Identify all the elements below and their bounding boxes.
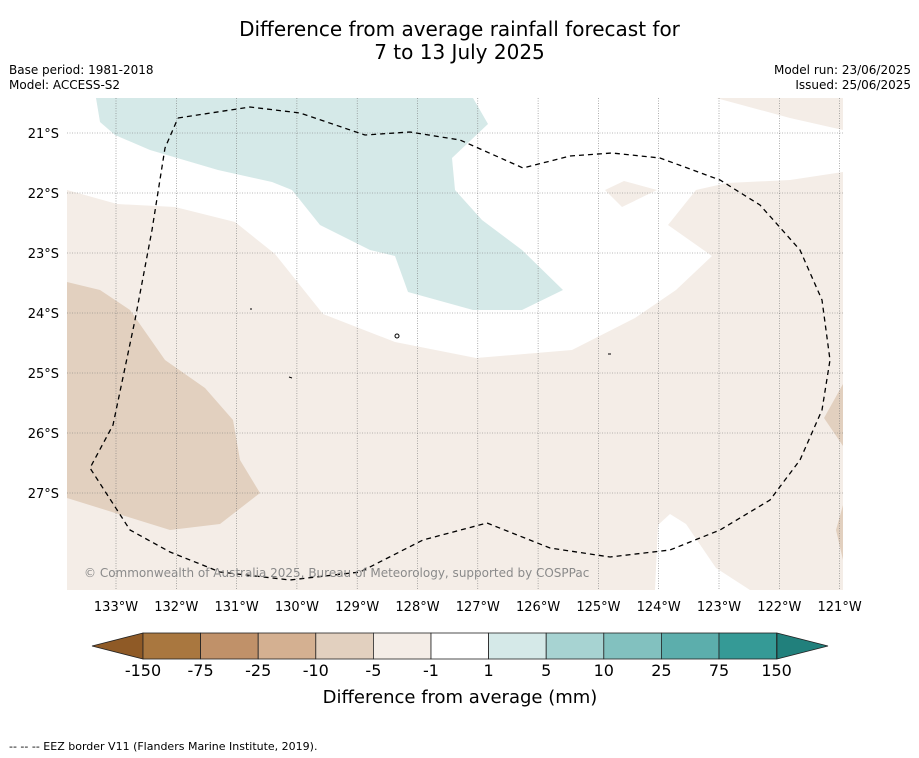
latitude-lines <box>67 132 843 494</box>
eez-border <box>89 106 831 581</box>
legend-tick-label: 75 <box>709 661 729 680</box>
map-islands <box>250 308 611 379</box>
legend-tick-label: 25 <box>651 661 671 680</box>
legend-tick-labels: -150 -75 -25 -10 -5 -1 1 5 10 25 75 150 <box>125 661 792 680</box>
longitude-label: 127°W <box>456 600 500 615</box>
legend-tick-label: -5 <box>365 661 381 680</box>
legend-tick-label: 1 <box>484 661 494 680</box>
legend-extend-low <box>91 632 144 660</box>
latitude-label: 22°S <box>28 187 59 202</box>
meta-right: Model run: 23/06/2025 Issued: 25/06/2025 <box>774 63 911 93</box>
longitude-labels: 133°W 132°W 131°W 130°W 129°W 128°W 127°W 126°W… <box>94 600 862 615</box>
eez-note: -- -- -- EEZ border V11 (Flanders Marine… <box>9 740 318 753</box>
legend: -150 -75 -25 -10 -5 -1 1 5 10 25 75 150 Difference … <box>91 632 829 708</box>
near-average-area-south <box>655 514 750 590</box>
legend-extend-high <box>776 632 829 660</box>
anomaly-area-tan-southeast <box>836 505 843 560</box>
longitude-lines <box>115 98 840 590</box>
latitude-label: 21°S <box>28 127 59 142</box>
longitude-label: 121°W <box>818 600 862 615</box>
legend-tick-label: -25 <box>245 661 271 680</box>
legend-color-box <box>142 632 201 660</box>
longitude-label: 132°W <box>154 600 198 615</box>
title-line-2: 7 to 13 July 2025 <box>374 40 545 64</box>
legend-color-box <box>718 632 777 660</box>
legend-tick-label: -75 <box>188 661 214 680</box>
legend-tick-label: -10 <box>303 661 329 680</box>
longitude-label: 130°W <box>275 600 319 615</box>
anomaly-area-light-teal <box>96 98 563 310</box>
legend-color-box <box>200 632 259 660</box>
anomaly-area-light-tan-small <box>605 181 657 207</box>
legend-tick-label: -150 <box>125 661 161 680</box>
latitude-label: 26°S <box>28 427 59 442</box>
latitude-label: 23°S <box>28 247 59 262</box>
longitude-label: 133°W <box>94 600 138 615</box>
copyright-notice: © Commonwealth of Australia 2025, Bureau… <box>84 566 589 580</box>
legend-tick-label: 150 <box>761 661 792 680</box>
legend-color-box <box>257 632 317 660</box>
legend-color-boxes <box>142 632 777 660</box>
legend-tick-label: -1 <box>423 661 439 680</box>
map-title: Difference from average rainfall forecas… <box>0 18 919 64</box>
legend-tick-label: 5 <box>541 661 551 680</box>
longitude-label: 129°W <box>335 600 379 615</box>
base-period: Base period: 1981-2018 <box>9 63 154 77</box>
island-marker <box>394 333 400 339</box>
longitude-label: 126°W <box>516 600 560 615</box>
issued-date: Issued: 25/06/2025 <box>795 78 911 92</box>
legend-color-box <box>488 632 547 660</box>
anomaly-area-light-tan <box>67 172 843 590</box>
model-name: Model: ACCESS-S2 <box>9 78 121 92</box>
legend-color-box <box>430 632 489 660</box>
legend-color-box <box>603 632 662 660</box>
latitude-label: 24°S <box>28 307 59 322</box>
anomaly-area-tan-west <box>67 282 260 530</box>
anomaly-area-tan-east <box>824 384 843 446</box>
rainfall-fields <box>67 98 843 590</box>
island-marker <box>288 376 293 379</box>
longitude-label: 125°W <box>576 600 620 615</box>
legend-color-box <box>372 632 432 660</box>
longitude-label: 122°W <box>757 600 801 615</box>
legend-color-box <box>661 632 720 660</box>
longitude-label: 124°W <box>637 600 681 615</box>
longitude-label: 128°W <box>395 600 439 615</box>
latitude-labels: 21°S 22°S 23°S 24°S 25°S 26°S 27°S <box>28 127 59 502</box>
latitude-label: 27°S <box>28 487 59 502</box>
latitude-label: 25°S <box>28 367 59 382</box>
legend-title: Difference from average (mm) <box>323 687 598 708</box>
meta-left: Base period: 1981-2018 Model: ACCESS-S2 <box>9 63 154 93</box>
legend-tick-label: 10 <box>594 661 614 680</box>
graticule <box>67 98 843 590</box>
legend-color-box <box>315 632 374 660</box>
longitude-label: 123°W <box>697 600 741 615</box>
longitude-label: 131°W <box>215 600 259 615</box>
model-run: Model run: 23/06/2025 <box>773 63 911 77</box>
legend-color-box <box>545 632 605 660</box>
title-line-1: Difference from average rainfall forecas… <box>239 17 680 41</box>
